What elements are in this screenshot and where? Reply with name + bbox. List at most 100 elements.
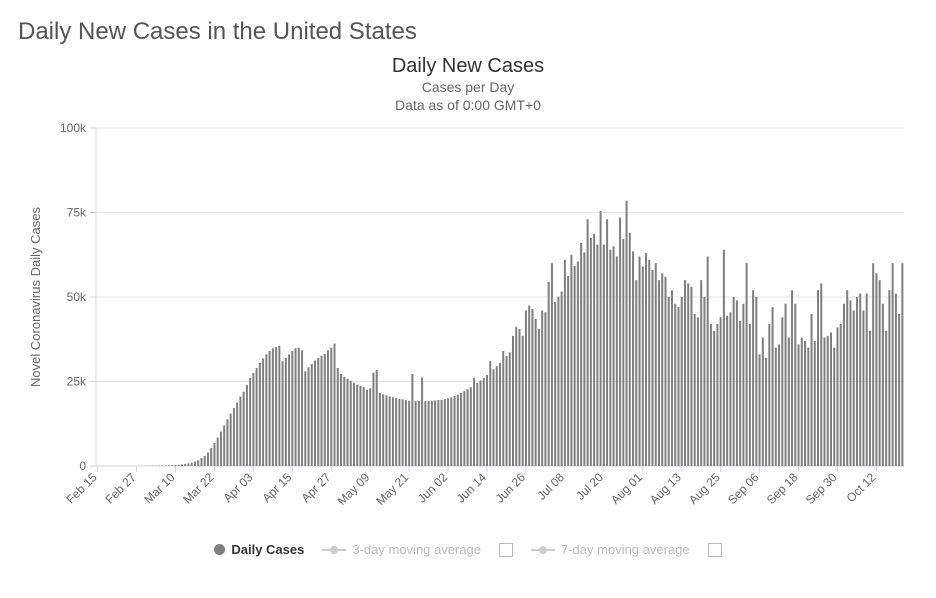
legend-line-dot-icon [322,544,346,556]
bar [272,348,274,466]
bar [716,324,718,466]
legend-label: 7-day moving average [561,542,690,557]
bar [596,245,598,466]
bar [846,290,848,466]
legend-item[interactable]: Daily Cases [214,542,304,557]
bar [772,307,774,466]
chart: Daily New Cases Cases per Day Data as of… [18,54,918,557]
bar [583,252,585,466]
bar [447,398,449,466]
bar [483,378,485,466]
bar [405,400,407,466]
bar [580,243,582,466]
legend-line-dot-icon [531,544,555,556]
bar [330,348,332,466]
legend-item[interactable]: 3-day moving average [322,542,481,557]
bar [859,294,861,466]
bar [525,311,527,466]
legend-checkbox[interactable] [708,543,722,557]
legend-label: Daily Cases [231,542,304,557]
bar [645,253,647,466]
bar [265,354,267,466]
bar [765,358,767,466]
bar [314,361,316,466]
bar [415,401,417,466]
bar [833,348,835,466]
bar [385,395,387,466]
bar [460,393,462,466]
bar [606,219,608,466]
bar [574,266,576,466]
y-tick-label: 75k [67,206,87,220]
bar [804,341,806,466]
bar [794,304,796,466]
bar [791,290,793,466]
bar [785,304,787,466]
bar [814,341,816,466]
bar [288,354,290,466]
bar [668,297,670,466]
bar [327,350,329,466]
bar [603,245,605,466]
bar [246,385,248,466]
bar [334,344,336,466]
bar [726,316,728,466]
bar [379,393,381,466]
bar [671,290,673,466]
bar [340,374,342,466]
bar [577,262,579,466]
bar [872,263,874,466]
bar [843,304,845,466]
bar [259,363,261,466]
bar [346,379,348,466]
bar [278,346,280,466]
bar [275,347,277,466]
bar [522,336,524,466]
bar [262,359,264,466]
bar [548,282,550,466]
bar [619,218,621,466]
bar [687,283,689,466]
bar [798,344,800,466]
bar [664,277,666,466]
bar [736,300,738,466]
legend-item[interactable]: 7-day moving average [531,542,690,557]
legend-checkbox[interactable] [499,543,513,557]
bar [746,263,748,466]
bar [369,388,371,466]
bar [191,463,193,466]
bar [742,304,744,466]
bar [849,300,851,466]
bar [505,356,507,466]
bar [710,324,712,466]
bar [285,358,287,466]
bar [778,344,780,466]
bar [181,464,183,466]
bar [788,338,790,466]
bar [551,263,553,466]
bar [431,401,433,466]
bar [389,396,391,466]
bar [207,452,209,466]
bar [567,276,569,466]
chart-subtitle-2: Data as of 0:00 GMT+0 [18,97,918,115]
bar [593,234,595,466]
bar [489,361,491,466]
bar [168,465,170,466]
bar [655,263,657,466]
bar [236,402,238,466]
bar [467,389,469,466]
bar [210,448,212,466]
bar [282,361,284,466]
bar [681,297,683,466]
bar [476,383,478,466]
bar [762,338,764,466]
bar [496,366,498,466]
bar [901,263,903,466]
bar [609,250,611,466]
bar [733,297,735,466]
bar [677,307,679,466]
bar [892,263,894,466]
bar [324,354,326,466]
bar [817,290,819,466]
